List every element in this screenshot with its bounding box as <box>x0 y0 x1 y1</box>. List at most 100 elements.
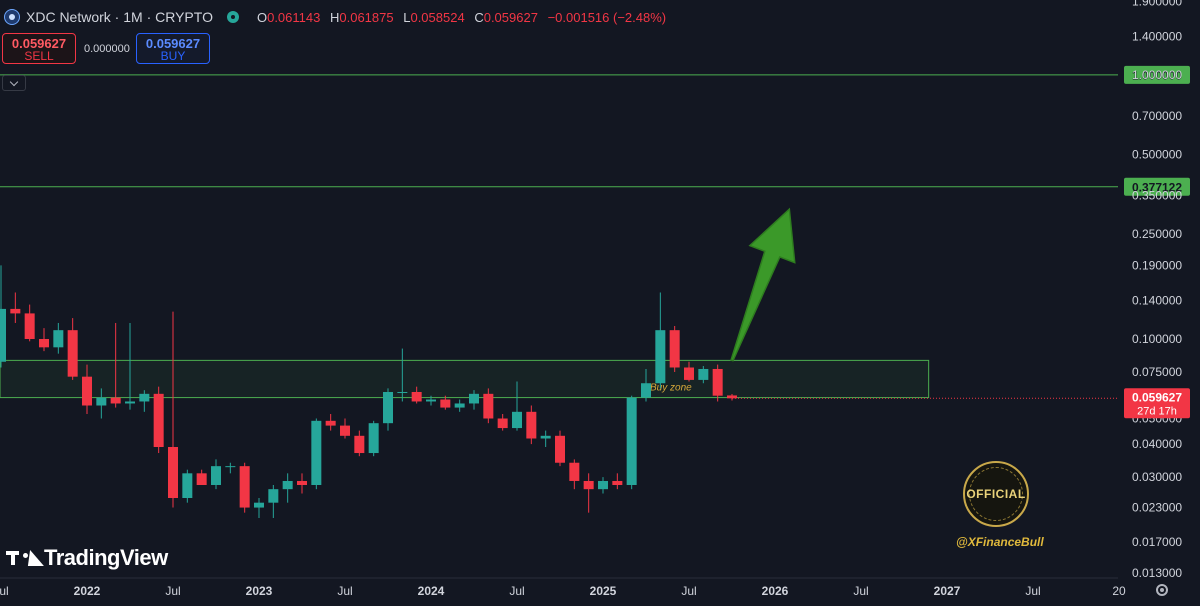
close-value: 0.059627 <box>483 9 538 25</box>
time-tick-label: Jul <box>681 584 696 598</box>
time-tick-label: 2026 <box>762 584 789 598</box>
time-tick-label: Jul <box>509 584 524 598</box>
candle-body <box>526 411 537 439</box>
high-key: H <box>329 9 340 25</box>
price-tick-label: 0.040000 <box>1132 437 1182 451</box>
gear-icon[interactable] <box>1156 584 1168 596</box>
candle-body <box>53 330 64 348</box>
candle-body <box>268 489 279 503</box>
candle-body <box>168 446 178 498</box>
candle-body <box>383 391 393 424</box>
author-handle: @XFinanceBull <box>956 535 1044 549</box>
last-price-tag-label: 0.059627 <box>1132 390 1182 404</box>
candle-body <box>454 403 465 408</box>
candles <box>0 265 1118 518</box>
close-key: C <box>474 9 484 25</box>
time-tick-label: 2024 <box>418 584 445 598</box>
candle-body <box>540 435 551 439</box>
time-tick-label: Jul <box>337 584 352 598</box>
candle-body <box>397 391 408 393</box>
candle-body <box>469 393 479 404</box>
last-price-tag <box>1124 388 1190 419</box>
sell-button[interactable]: 0.059627 SELL <box>2 33 76 64</box>
candle-body <box>641 383 651 398</box>
candle-body <box>712 368 723 396</box>
level-tag <box>1124 177 1190 196</box>
candle-body <box>254 502 264 508</box>
time-tick-label: Jul <box>853 584 868 598</box>
candle-body <box>727 395 737 399</box>
candle-body <box>125 401 135 404</box>
candle-body <box>196 473 207 486</box>
candle-body <box>82 376 92 406</box>
candle-body <box>182 473 193 498</box>
candle-body <box>426 399 436 402</box>
price-tick-label: 0.190000 <box>1132 258 1182 272</box>
candle-body <box>612 480 623 486</box>
candle-body <box>282 480 293 490</box>
low-value: 0.058524 <box>410 9 465 25</box>
candle-body <box>655 330 666 384</box>
candle-body <box>583 480 594 490</box>
candle-body <box>497 418 508 429</box>
price-tick-label: 0.140000 <box>1132 293 1182 307</box>
price-tick-label: 0.017000 <box>1132 535 1182 549</box>
sell-price: 0.059627 <box>11 36 67 51</box>
time-tick-label: 20 <box>1112 584 1126 598</box>
target-arrow <box>730 207 796 362</box>
countdown-label: 27d 17h <box>1137 405 1177 417</box>
collapse-legend-button[interactable] <box>2 75 26 91</box>
candle-body <box>340 425 350 436</box>
buy-label: BUY <box>160 49 186 63</box>
price-tick-label: 0.350000 <box>1132 188 1182 202</box>
seal-text: OFFICIAL <box>966 487 1026 501</box>
level-tag-label: 1.000000 <box>1132 68 1182 82</box>
time-axis[interactable]: Jul 2022 Jul 2023 Jul 2024 Jul 2025 Jul 2026 Jul 20… <box>0 577 1126 598</box>
time-tick-label: 2023 <box>246 584 273 598</box>
candle-body <box>225 466 236 468</box>
buy-zone-label: Buy zone <box>650 383 692 394</box>
price-tick-label: 0.023000 <box>1132 501 1182 515</box>
candle-body <box>411 391 422 402</box>
open-value: 0.061143 <box>267 9 321 25</box>
candle-body <box>368 423 379 454</box>
trade-panel: 0.059627 SELL 0.000000 0.059627 BUY <box>2 33 210 64</box>
candle-body <box>555 435 565 463</box>
candle-body <box>39 339 49 348</box>
buy-zone: Buy zone <box>0 359 930 399</box>
candle-body <box>96 397 107 406</box>
time-tick-label: 2027 <box>934 584 961 598</box>
change-value: −0.001516 (−2.48%) <box>547 9 667 25</box>
arrow-shape <box>730 207 796 362</box>
buy-price: 0.059627 <box>145 36 201 51</box>
time-tick-label: Jul <box>1025 584 1040 598</box>
candle-body <box>211 466 221 486</box>
candle-body <box>0 308 6 362</box>
candle-body <box>67 330 78 377</box>
price-tick-label: 1.400000 <box>1132 29 1182 43</box>
price-tick-label: 1.000000 <box>1132 68 1182 82</box>
price-tick-label: 0.013000 <box>1132 566 1182 580</box>
price-tick-label: 0.075000 <box>1132 365 1182 379</box>
level-tag <box>1124 65 1190 84</box>
candle-body <box>512 411 522 429</box>
time-tick-label: Jul <box>165 584 180 598</box>
candle-body <box>325 420 336 426</box>
price-tick-label: 0.250000 <box>1132 227 1182 241</box>
price-axis[interactable]: 1.900000 1.400000 1.000000 0.700000 0.500000… <box>1124 0 1190 580</box>
candle-body <box>483 393 494 419</box>
ohlc-values: O0.061143 H0.061875 L0.058524 C0.059627 … <box>257 10 672 25</box>
candle-body <box>297 480 307 486</box>
market-status-icon[interactable] <box>226 11 239 23</box>
time-tick-label: Jul <box>0 584 9 598</box>
candle-body <box>569 462 580 481</box>
buy-button[interactable]: 0.059627 BUY <box>136 33 210 64</box>
price-tick-label: 0.030000 <box>1132 470 1182 484</box>
buy-zone-rect <box>0 359 930 399</box>
candle-body <box>110 397 121 404</box>
price-tick-label: 1.900000 <box>1132 0 1182 8</box>
symbol-title[interactable]: XDC Network · 1M · CRYPTO <box>26 9 213 25</box>
tradingview-logo[interactable]: TradingView <box>6 545 168 571</box>
price-tick-label: 0.700000 <box>1132 109 1182 123</box>
